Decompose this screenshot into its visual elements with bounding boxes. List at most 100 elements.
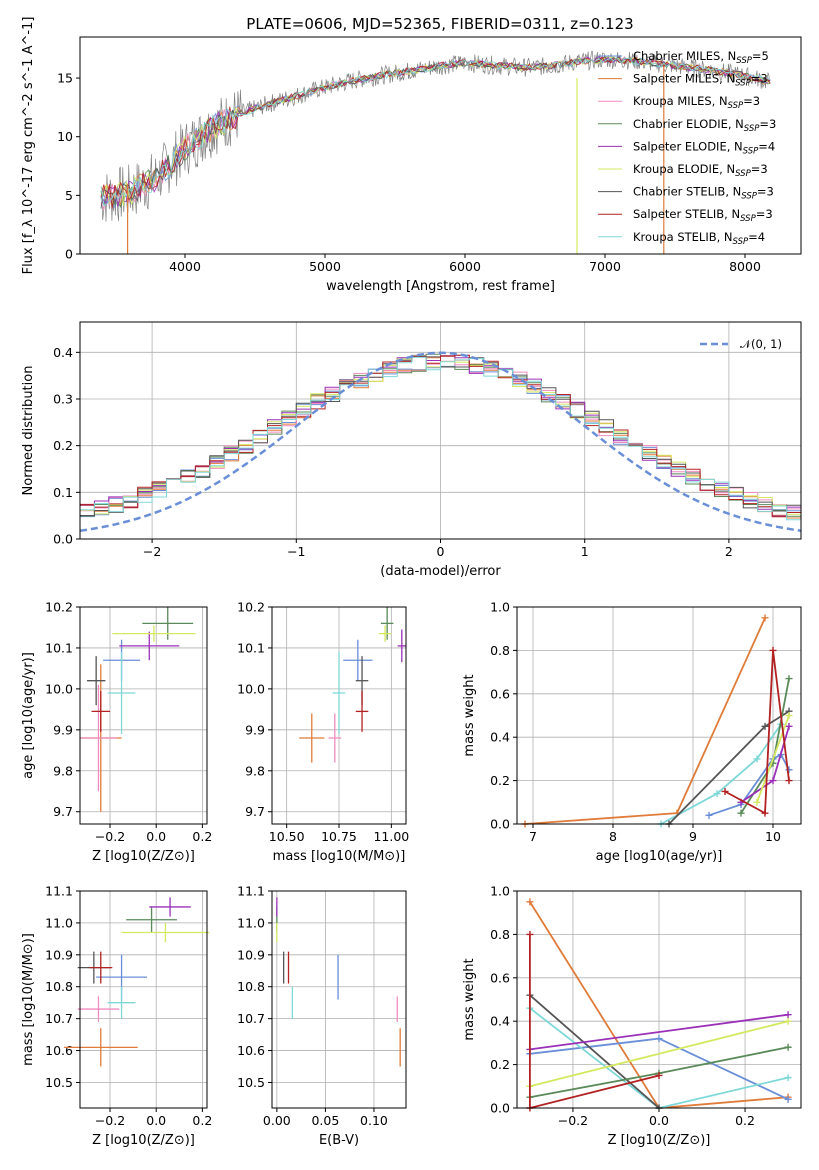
y-tick-label: 0.8 [490,643,510,658]
y-tick-label: 0.0 [490,817,510,832]
axes-frame [79,321,802,540]
x-axis-label: Z [log10(Z/Z⊙)] [92,1133,195,1148]
y-tick-label: 0.8 [490,927,510,942]
point-marker [753,755,761,763]
series-c0 [708,753,790,817]
y-tick-label: 10.5 [237,1075,265,1090]
x-tick-label: 5000 [309,259,341,274]
hist-c7 [80,354,801,518]
legend-label: Salpeter STELIB, NSSP=3 [633,207,773,224]
x-tick-label: 8 [609,829,617,844]
y-tick-label: 0.2 [53,438,73,453]
y-tick-label: 0.0 [53,532,73,547]
point-marker [785,777,793,785]
x-tick-label: 8000 [729,259,761,274]
y-tick-label: 9.8 [53,763,73,778]
x-axis-label: Z [log10(Z/Z⊙)] [92,849,195,864]
model-c8 [100,57,771,207]
y-tick-label: 10.6 [237,1043,265,1058]
model-c6 [100,56,771,209]
point-marker [713,790,721,798]
x-tick-label: 2 [725,544,733,559]
point-marker [785,766,793,774]
x-tick-label: 1 [581,544,589,559]
y-tick-label: 0 [65,247,73,262]
axes-frame [516,606,802,825]
point-marker [761,809,769,817]
figure-title: PLATE=0606, MJD=52365, FIBERID=0311, z=0… [246,15,633,33]
y-tick-label: 9.9 [245,722,265,737]
y-tick-label: 10.9 [45,947,73,962]
y-tick-label: 9.9 [53,722,73,737]
point-marker [655,1071,663,1079]
x-tick-label: 10 [765,829,781,844]
point-marker [785,722,793,730]
y-tick-label: 10.2 [237,600,265,615]
point-marker [761,722,769,730]
x-tick-label: 7000 [589,259,621,274]
legend-label: Kroupa STELIB, NSSP=4 [633,230,765,247]
point-marker [784,1074,792,1082]
x-tick-label: 0.2 [192,1113,212,1128]
y-tick-label: 0.4 [490,1014,510,1029]
y-tick-label: 10.0 [237,681,265,696]
x-tick-label: 0.0 [146,1113,166,1128]
series-c4 [529,1013,789,1051]
y-tick-label: 10.7 [45,1011,73,1026]
x-axis-label: mass [log10(M/M⊙)] [273,849,406,864]
legend-label: Salpeter MILES, NSSP=3 [633,72,768,89]
weight_vs_age-panel: 7 8 9 10 0.0 0.2 0.4 0.6 0.8 1.0 age [log10(age/yr… [462,600,802,864]
y-tick-label: 10.1 [45,640,73,655]
spectrum-panel: 4000 5000 6000 7000 8000 0 5 10 15 wavelength [An… [21,17,802,294]
x-tick-label: 0.2 [735,1113,755,1128]
x-tick-label: 0.00 [263,1113,291,1128]
y-tick-label: 11.1 [45,884,73,899]
y-tick-label: 10.5 [45,1075,73,1090]
series-c6 [529,994,660,1109]
x-tick-label: −0.2 [558,1113,588,1128]
x-tick-label: 6000 [449,259,481,274]
y-axis-label: Flux [f_λ 10^-17 erg cm^-2 s^-1 A^-1] [21,17,36,275]
legend-label: 𝒩(0, 1) [740,337,782,351]
point-marker [785,712,793,719]
y-tick-label: 10.6 [45,1043,73,1058]
x-axis-label: Z [log10(Z/Z⊙)] [608,1133,711,1148]
y-tick-label: 11.0 [237,915,265,930]
y-tick-label: 0.3 [53,392,73,407]
age_vs_Z-panel: −0.2 0.0 0.2 9.7 9.8 9.9 10.0 10.1 10.2 Z [log10(… [21,600,212,865]
point-marker [753,798,761,806]
legend-label: Chabrier MILES, NSSP=5 [633,49,769,66]
x-tick-label: −0.2 [95,829,125,844]
mass_vs_ebv-panel: 0.00 0.05 0.10 10.5 10.6 10.7 10.8 10.9 11.0 11.1… [237,884,407,1148]
point-marker [784,1011,792,1019]
x-tick-label: 0.0 [649,1113,669,1128]
weight_vs_Z-panel: −0.2 0.0 0.2 0.0 0.2 0.4 0.6 0.8 1.0 Z [log10(Z/Z… [462,884,802,1148]
x-tick-label: 7 [529,829,537,844]
point-marker [785,675,793,683]
x-tick-label: −0.2 [95,1113,125,1128]
x-axis-label: age [log10(age/yr)] [596,849,723,864]
x-tick-label: 4000 [169,259,201,274]
x-tick-label: 11.00 [373,829,409,844]
series-c7 [724,650,790,815]
axes-frame [79,36,802,255]
legend-label: Kroupa ELODIE, NSSP=3 [633,162,768,179]
y-tick-label: 0.4 [490,730,510,745]
y-tick-label: 10 [57,129,73,144]
series-c5 [529,1020,789,1088]
point-marker [737,809,745,817]
y-tick-label: 10.8 [45,979,73,994]
axes-frame [79,606,208,825]
x-tick-label: 10.50 [269,829,305,844]
point-marker [655,1035,663,1043]
series-c4 [740,726,790,804]
y-tick-label: 0.6 [490,686,510,701]
y-tick-label: 11.1 [237,884,265,899]
legend-label: Kroupa MILES, NSSP=3 [633,94,760,111]
point-marker [721,787,729,795]
y-axis-label: mass weight [462,958,477,1040]
y-tick-label: 10.7 [237,1011,265,1026]
y-tick-label: 10.8 [237,979,265,994]
y-axis-label: Normed distribution [21,366,36,496]
